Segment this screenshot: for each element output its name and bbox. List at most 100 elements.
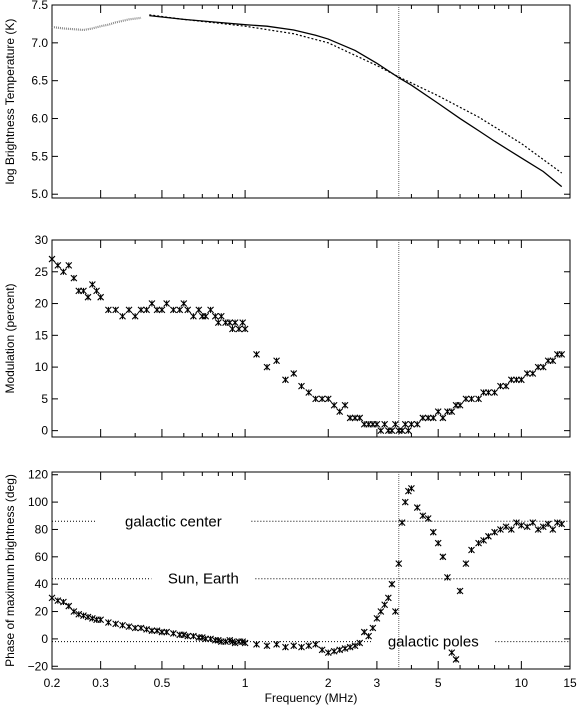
data-point-marker [356,414,364,422]
x-axis-label: Frequency (MHz) [265,691,358,705]
data-point-marker [93,287,100,295]
data-point-marker [80,287,87,295]
data-point-marker [381,601,389,609]
y-tick-label: 30 [35,233,49,247]
data-point-marker [65,602,73,610]
x-tick-label: 15 [563,676,577,690]
x-tick-label: 2 [325,676,332,690]
data-point-marker [324,395,332,403]
y-tick-label: 0 [41,632,48,646]
y-tick-label: 6.5 [31,74,48,88]
data-point-marker [318,646,326,654]
data-point-marker [434,408,442,415]
data-point-marker [491,389,498,396]
y-axis-label: Phase of maximum brightness (deg) [3,474,17,667]
data-point-marker [97,293,105,301]
data-point-marker [404,427,412,435]
data-point-marker [241,639,249,647]
data-point-marker [70,608,78,615]
data-point-marker [424,414,432,422]
data-point-marker [346,643,354,651]
y-tick-label: 20 [35,297,49,311]
data-point-marker [502,382,510,390]
data-point-marker [330,647,338,655]
data-point-marker [119,621,126,629]
y-tick-label: 7.0 [31,36,48,50]
data-point-marker [207,635,214,643]
data-point-marker [485,532,492,540]
data-point-marker [401,498,409,506]
data-point-marker [190,632,197,640]
data-point-marker [448,408,456,415]
data-point-marker [523,523,531,531]
data-point-marker [346,414,354,422]
reference-label: Sun, Earth [168,571,239,588]
y-tick-label: 5.5 [31,149,48,163]
y-tick-label: 5 [41,392,48,406]
data-point-marker [456,587,464,595]
data-point-marker [475,395,482,403]
data-point-marker [180,300,188,307]
data-point-marker [497,382,504,390]
data-point-marker [75,610,83,618]
y-tick-label: 5.0 [31,187,48,201]
y-tick-label: 100 [28,495,48,509]
data-point-marker [202,312,210,320]
data-point-marker [517,521,525,529]
data-point-marker [222,638,229,646]
data-point-marker [529,370,537,377]
data-point-marker [365,632,373,640]
data-point-marker [549,526,557,533]
data-point-marker [198,312,206,320]
data-point-marker [318,395,326,403]
data-point-marker [84,293,92,301]
y-tick-label: 7.5 [31,0,48,12]
data-point-marker [131,312,139,320]
data-point-marker [253,640,260,648]
data-point-marker [80,612,87,620]
data-point-marker [480,389,487,396]
data-point-marker [137,624,145,632]
data-point-marker [439,553,447,561]
data-point-marker [169,306,177,314]
data-point-marker [491,528,498,536]
data-point-marker [184,632,192,640]
data-point-marker [312,640,320,648]
data-point-marker [373,614,381,622]
data-point-marker [439,414,447,422]
data-point-marker [131,624,139,632]
data-point-marker [105,306,112,314]
data-point-marker [217,312,225,320]
series-observed-line [51,16,142,32]
data-point-marker [341,401,349,409]
x-tick-label: 3 [374,676,381,690]
data-point-marker [513,376,520,384]
data-point-marker [392,608,399,615]
data-point-marker [377,427,385,435]
data-point-marker [373,420,381,428]
data-point-marker [54,597,62,604]
data-point-marker [534,526,542,533]
x-tick-label: 10 [515,676,529,690]
data-point-marker [176,306,184,314]
data-point-marker [408,485,415,492]
data-point-marker [190,312,197,320]
data-point-marker [125,306,133,314]
data-point-marker [143,306,150,314]
data-point-marker [305,389,313,396]
data-point-marker [351,642,359,650]
data-point-marker [419,512,427,520]
data-point-marker [497,526,504,533]
data-point-marker [263,642,271,650]
data-point-marker [226,319,234,327]
data-point-marker [502,523,510,531]
data-point-marker [507,526,515,533]
data-point-marker [539,363,547,371]
data-point-marker [395,560,403,568]
data-point-marker [273,640,280,648]
data-point-marker [513,519,520,527]
data-point-marker [468,395,475,403]
data-point-marker [558,350,566,358]
data-point-marker [517,376,525,384]
data-point-marker [48,255,56,263]
